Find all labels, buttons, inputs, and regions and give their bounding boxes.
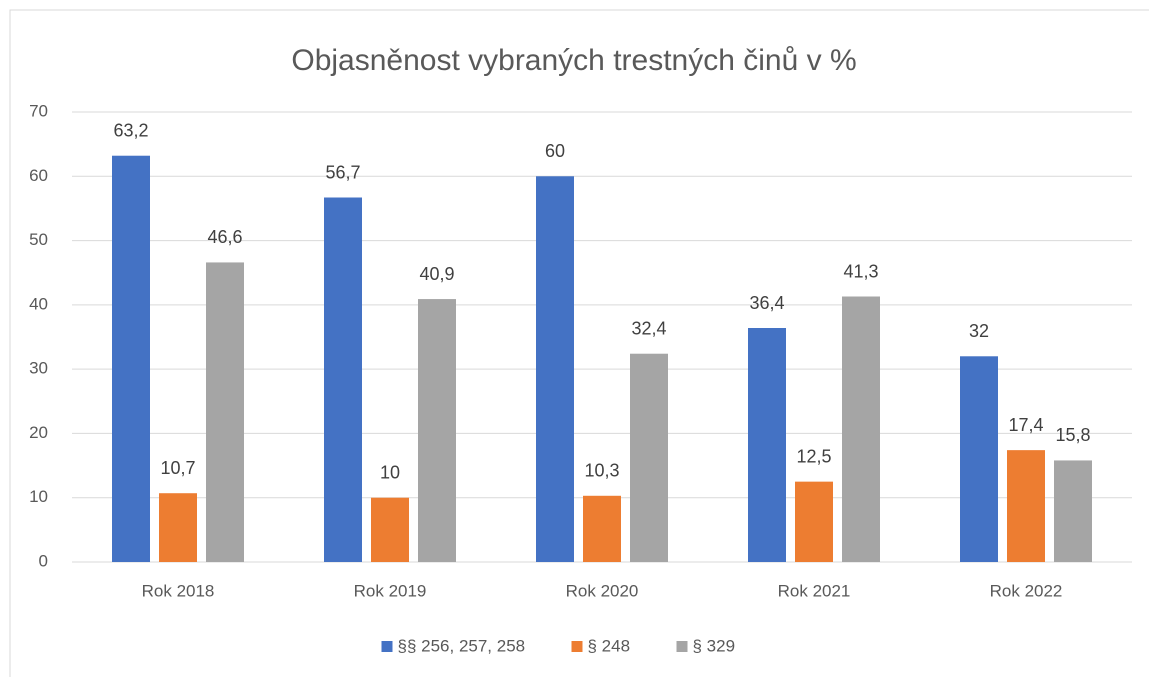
data-label: 56,7	[325, 162, 360, 182]
y-tick-label: 30	[29, 359, 48, 378]
bar	[324, 197, 362, 562]
data-label: 41,3	[843, 261, 878, 281]
y-tick-label: 70	[29, 101, 48, 120]
bar	[1007, 450, 1045, 562]
x-tick-label: Rok 2021	[778, 581, 851, 600]
bar	[159, 493, 197, 562]
bar	[630, 353, 668, 562]
bar	[418, 299, 456, 562]
x-tick-label: Rok 2022	[990, 581, 1063, 600]
bar	[206, 262, 244, 562]
chart-title: Objasněnost vybraných trestných činů v %	[291, 44, 856, 77]
bar	[795, 481, 833, 562]
y-tick-label: 60	[29, 166, 48, 185]
bar	[371, 497, 409, 562]
data-label: 40,9	[419, 264, 454, 284]
bar	[1054, 460, 1092, 562]
data-label: 32,4	[631, 318, 666, 338]
x-tick-label: Rok 2018	[142, 581, 215, 600]
bar	[112, 155, 150, 562]
data-label: 12,5	[796, 446, 831, 466]
legend-swatch	[676, 641, 688, 652]
data-label: 10,7	[160, 458, 195, 478]
x-tick-label: Rok 2019	[354, 581, 427, 600]
bar	[583, 495, 621, 562]
data-label: 63,2	[113, 120, 148, 140]
legend-swatch	[571, 641, 583, 652]
y-tick-label: 40	[29, 294, 48, 313]
y-tick-label: 10	[29, 487, 48, 506]
bar	[960, 356, 998, 562]
data-label: 60	[545, 141, 565, 161]
x-tick-label: Rok 2020	[566, 581, 639, 600]
data-label: 10,3	[584, 461, 619, 481]
y-tick-label: 0	[39, 551, 48, 570]
y-tick-label: 20	[29, 423, 48, 442]
data-label: 17,4	[1008, 415, 1043, 435]
data-label: 10	[380, 462, 400, 482]
data-label: 46,6	[207, 227, 242, 247]
legend-label: § 248	[588, 636, 631, 655]
chart-border	[9, 9, 1149, 677]
data-label: 36,4	[749, 293, 784, 313]
legend-label: §§ 256, 257, 258	[398, 636, 526, 655]
data-label: 32	[969, 321, 989, 341]
legend-swatch	[381, 641, 393, 652]
bar	[748, 328, 786, 562]
legend-label: § 329	[693, 636, 736, 655]
data-label: 15,8	[1055, 425, 1090, 445]
y-tick-label: 50	[29, 230, 48, 249]
bar	[536, 176, 574, 563]
bar	[842, 296, 880, 562]
